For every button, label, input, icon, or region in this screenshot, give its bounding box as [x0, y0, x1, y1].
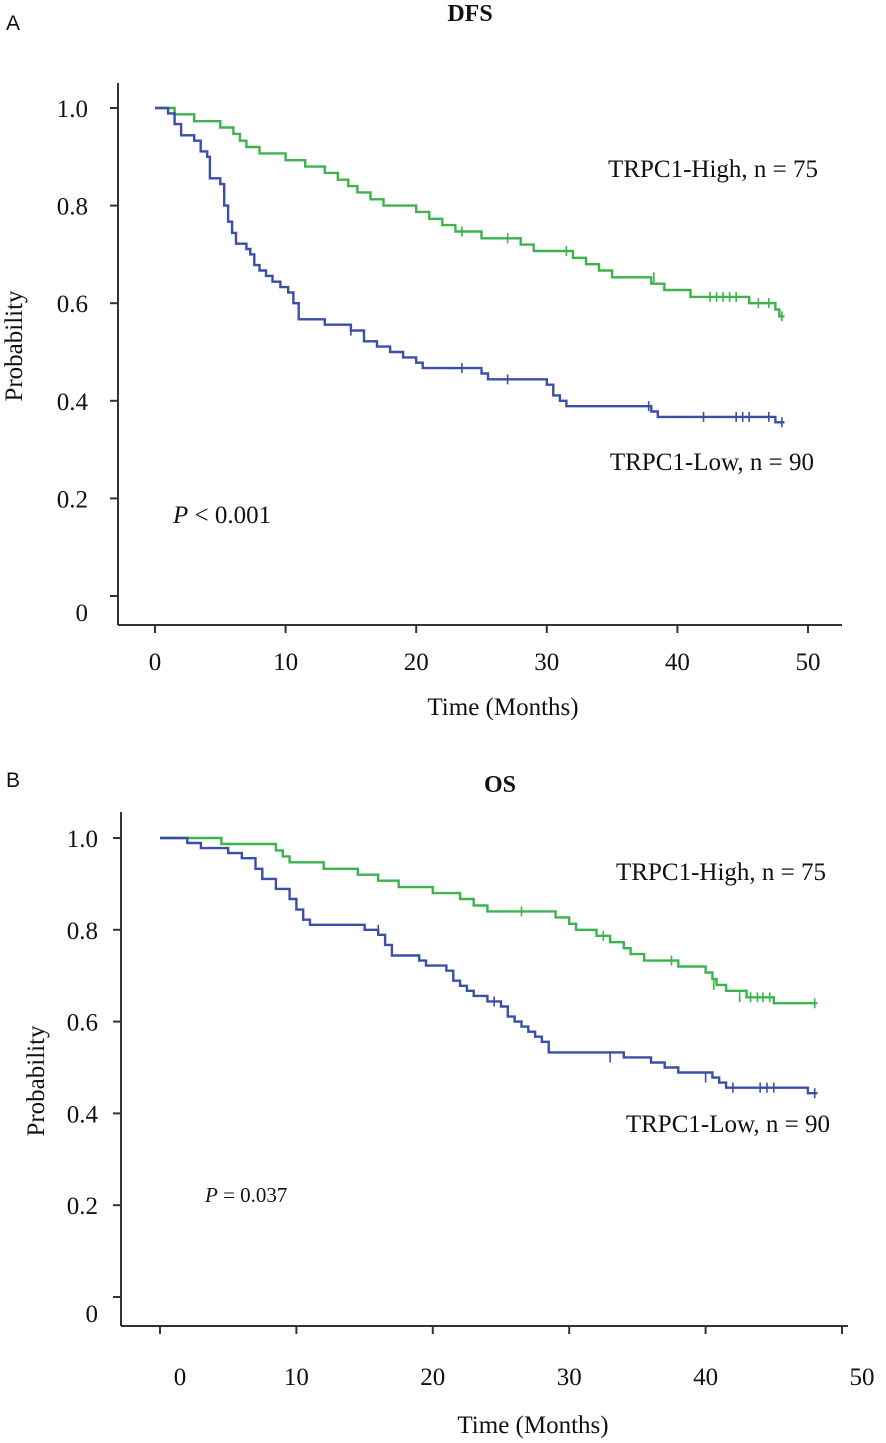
y-tick-label: 1.0 — [67, 826, 98, 853]
p-value-symbol: P — [204, 1183, 218, 1207]
x-tick-label: 40 — [665, 649, 690, 676]
series-b — [160, 836, 818, 1099]
p-value-symbol: P — [172, 502, 188, 529]
y-tick-label: 0.2 — [57, 486, 88, 513]
y-tick-label: 0 — [76, 600, 89, 627]
x-tick-label: 20 — [404, 649, 429, 676]
x-axis-label-b: Time (Months) — [457, 1412, 608, 1439]
p-value-text: = 0.037 — [218, 1183, 288, 1207]
x-tick-label: 40 — [693, 1364, 718, 1391]
km-curve-high — [155, 106, 785, 318]
y-tick-label: 0.8 — [67, 918, 98, 945]
legend-label-low: TRPC1-Low, n = 90 — [610, 449, 814, 476]
x-tick-label: 10 — [273, 649, 298, 676]
y-tick-label: 1.0 — [57, 96, 88, 123]
panel-a: A DFS 0 10 20 30 40 50 0 0.2 0.4 0.6 0.8 1.0 TRPC1-… — [1, 1, 842, 721]
y-axis-label-b: Probability — [23, 1025, 50, 1137]
x-tick-label: 0 — [174, 1364, 187, 1391]
km-curve-high — [160, 836, 818, 1005]
legend-label-low: TRPC1-Low, n = 90 — [626, 1111, 830, 1138]
panel-b: B OS 0 10 20 30 40 50 0 0.2 0.4 0.6 0.8 1.0 TRPC1-H… — [6, 769, 875, 1439]
axes-b — [120, 812, 848, 1327]
legend-label-high: TRPC1-High, n = 75 — [616, 859, 826, 886]
series-a — [155, 106, 785, 428]
y-tick-label: 0.4 — [67, 1101, 99, 1128]
panel-label-b: B — [6, 769, 20, 792]
ticks-b: 0 10 20 30 40 50 0 0.2 0.4 0.6 0.8 1.0 — [67, 826, 875, 1391]
km-curve-low — [155, 106, 785, 424]
x-tick-label: 20 — [420, 1364, 445, 1391]
y-axis-label-a: Probability — [1, 290, 28, 402]
chart-title-os: OS — [484, 772, 516, 798]
x-tick-label: 50 — [796, 649, 821, 676]
p-value-text: < 0.001 — [188, 502, 271, 529]
panel-label-a: A — [6, 12, 20, 35]
x-tick-label: 30 — [534, 649, 559, 676]
y-tick-label: 0.2 — [67, 1193, 98, 1220]
x-tick-label: 50 — [850, 1364, 875, 1391]
chart-title-dfs: DFS — [447, 1, 492, 27]
y-tick-label: 0.6 — [67, 1010, 98, 1037]
x-tick-label: 30 — [557, 1364, 582, 1391]
x-axis-label-a: Time (Months) — [427, 694, 578, 721]
y-tick-label: 0 — [86, 1301, 99, 1328]
x-tick-label: 10 — [284, 1364, 309, 1391]
x-tick-label: 0 — [149, 649, 162, 676]
axes-a — [117, 83, 842, 626]
p-value-a: P < 0.001 — [172, 502, 271, 529]
y-tick-label: 0.8 — [57, 194, 88, 221]
y-tick-label: 0.6 — [57, 291, 88, 318]
p-value-b: P = 0.037 — [204, 1183, 287, 1207]
km-curve-low — [160, 836, 818, 1095]
y-tick-label: 0.4 — [57, 389, 89, 416]
legend-label-high: TRPC1-High, n = 75 — [608, 156, 818, 183]
ticks-a: 0 10 20 30 40 50 0 0.2 0.4 0.6 0.8 1.0 — [57, 96, 821, 676]
